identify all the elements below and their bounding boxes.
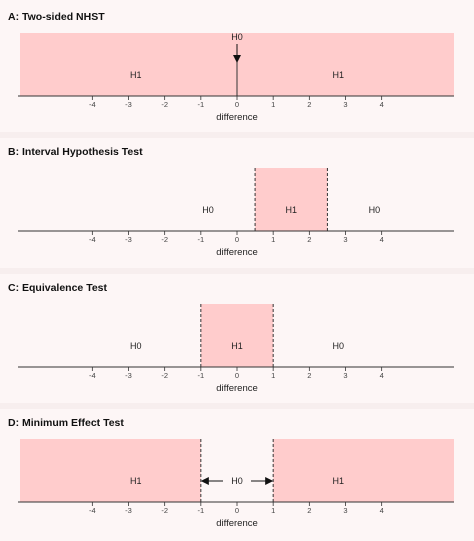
panel-c-x-tick-label: -1 [197, 371, 204, 380]
panel-b-x-tick-label: 0 [235, 235, 239, 244]
panel-c-x-tick-label: 0 [235, 371, 239, 380]
panel-b-x-tick-label: 3 [343, 235, 347, 244]
panel-a-x-tick-label: -2 [161, 100, 168, 109]
panel-d-x-tick-label: 0 [235, 506, 239, 515]
panel-d-h1-region [273, 439, 454, 502]
panel-d-x-tick-label: -4 [89, 506, 96, 515]
panel-a-x-tick-label: -3 [125, 100, 132, 109]
panel-a-label-h1: H1 [130, 70, 142, 80]
panel-c-x-tick-label: -2 [161, 371, 168, 380]
panel-d-x-tick-label: 3 [343, 506, 347, 515]
panel-d-x-tick-label: 4 [380, 506, 384, 515]
panel-a-x-tick-label: 1 [271, 100, 275, 109]
panel-b-separator [0, 132, 474, 138]
panel-a-x-tick-label: 2 [307, 100, 311, 109]
panel-b-x-tick-label: -2 [161, 235, 168, 244]
panel-a-title: A: Two-sided NHST [8, 11, 105, 23]
panel-b-x-tick-label: -3 [125, 235, 132, 244]
panel-b-x-tick-label: 2 [307, 235, 311, 244]
panel-d-x-axis-title: difference [216, 518, 258, 529]
panel-d-x-tick-label: -1 [197, 506, 204, 515]
panel-d-label-h1: H1 [333, 476, 345, 486]
panel-a-x-tick-label: -1 [197, 100, 204, 109]
panel-b-h1-region [255, 168, 328, 231]
panel-d-x-tick-label: -3 [125, 506, 132, 515]
panel-c-label-h1: H1 [231, 341, 243, 351]
panel-c-x-tick-label: -3 [125, 371, 132, 380]
panel-c-x-tick-label: 4 [380, 371, 384, 380]
panel-b-x-tick-label: -4 [89, 235, 96, 244]
panel-a-label-h1: H1 [333, 70, 345, 80]
panel-a-h1-region [237, 33, 454, 96]
panel-d-x-tick-label: 1 [271, 506, 275, 515]
panel-d-x-tick-label: -2 [161, 506, 168, 515]
panel-b-x-tick-label: -1 [197, 235, 204, 244]
panel-c-title: C: Equivalence Test [8, 282, 108, 294]
panel-c-x-tick-label: 2 [307, 371, 311, 380]
panel-b-title: B: Interval Hypothesis Test [8, 146, 143, 158]
panel-d-x-tick-label: 2 [307, 506, 311, 515]
panel-b-x-tick-label: 1 [271, 235, 275, 244]
panel-a-x-axis-title: difference [216, 112, 258, 123]
panel-b-label-h0: H0 [202, 205, 214, 215]
panel-d-label-h0: H0 [231, 476, 243, 486]
panel-b-label-h0: H0 [369, 205, 381, 215]
panel-c-h1-region [200, 304, 274, 367]
panel-a-x-tick-label: 3 [343, 100, 347, 109]
panel-c-x-tick-label: 1 [271, 371, 275, 380]
panel-b-label-h1: H1 [285, 205, 297, 215]
panel-d-title: D: Minimum Effect Test [8, 417, 124, 429]
panel-a-x-tick-label: -4 [89, 100, 96, 109]
panel-a-h1-region [20, 33, 237, 96]
panel-d-label-h1: H1 [130, 476, 142, 486]
panel-a-x-tick-label: 4 [380, 100, 384, 109]
panel-a-label-h0: H0 [231, 32, 243, 42]
panel-d-separator [0, 403, 474, 409]
panel-c-x-tick-label: -4 [89, 371, 96, 380]
panel-a-x-tick-label: 0 [235, 100, 239, 109]
panel-c-x-tick-label: 3 [343, 371, 347, 380]
panel-c-label-h0: H0 [333, 341, 345, 351]
panel-c-label-h0: H0 [130, 341, 142, 351]
panel-c-separator [0, 268, 474, 274]
panel-d-h1-region [20, 439, 201, 502]
panel-c-x-axis-title: difference [216, 383, 258, 394]
panel-b-x-tick-label: 4 [380, 235, 384, 244]
panel-b-x-axis-title: difference [216, 247, 258, 258]
